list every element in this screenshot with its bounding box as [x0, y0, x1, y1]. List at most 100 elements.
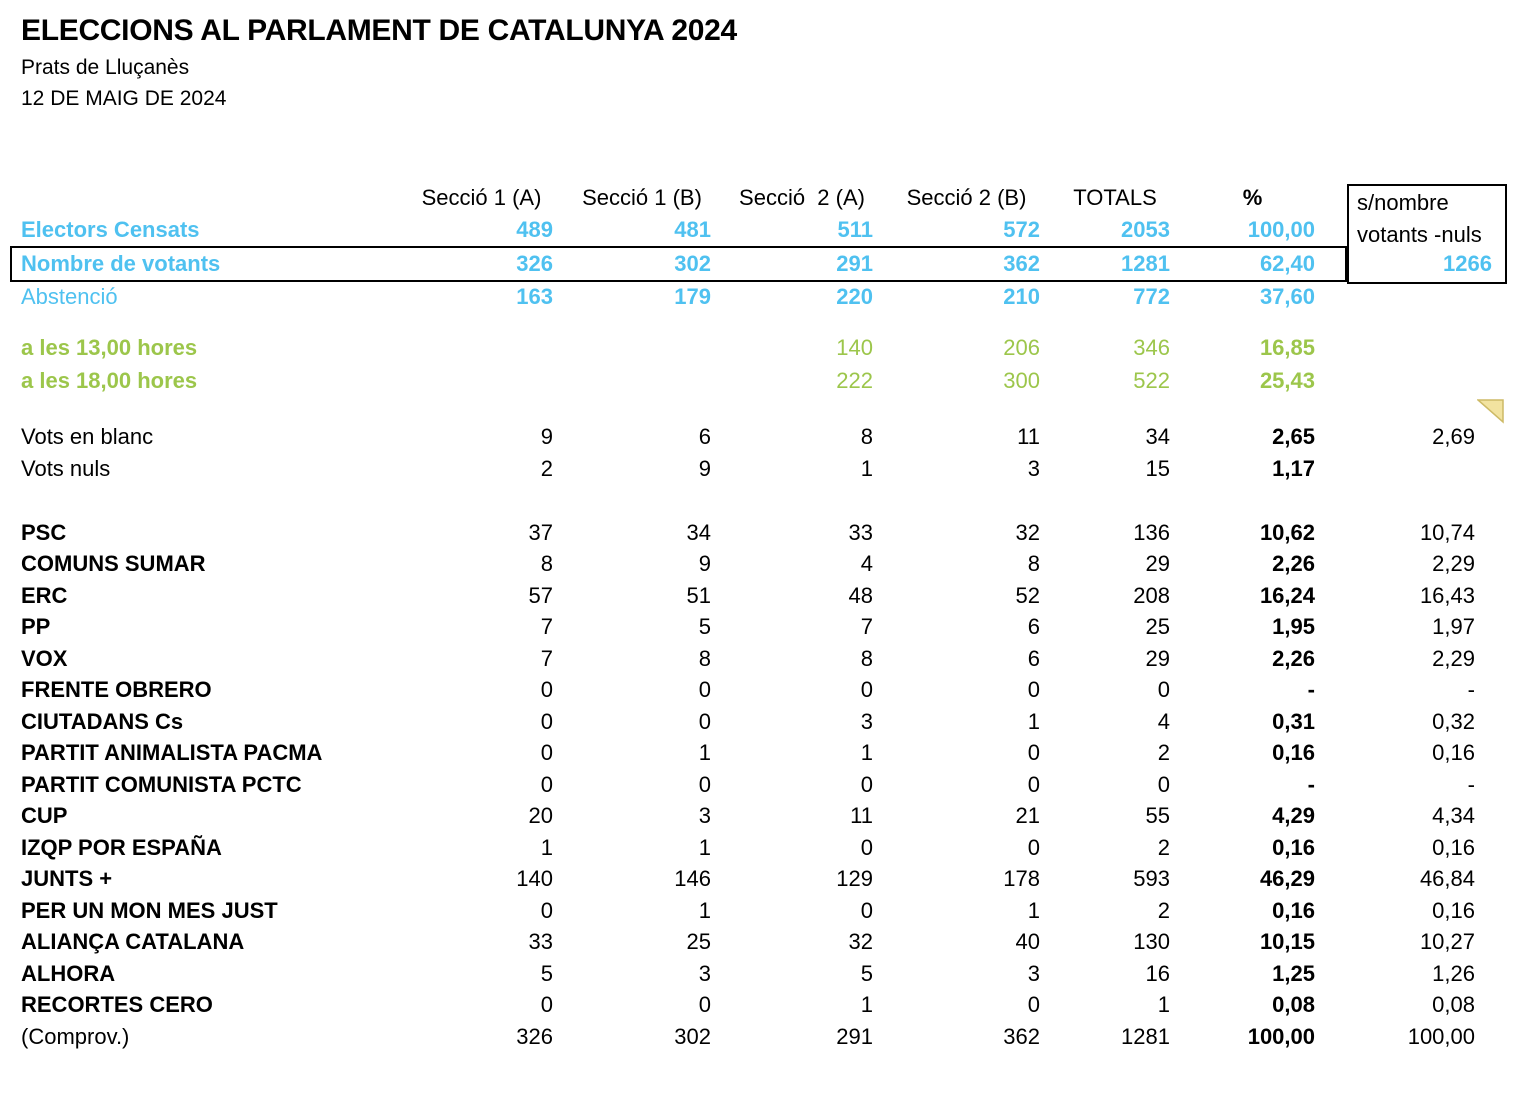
table-row: Nombre de votants 326 302 291 362 1281 62,40 12…	[20, 247, 1495, 281]
cell-percent: 1,17	[1272, 455, 1315, 481]
cell-seccio-2b: 52	[1015, 582, 1040, 608]
cell-seccio-2a: 4	[860, 551, 873, 576]
cell-s-nombre: 2,29	[1432, 551, 1475, 576]
cell-seccio-2a: 291	[836, 1023, 873, 1049]
cell-seccio-1b: 481	[674, 217, 711, 242]
table-body: Electors Censats 489 481 511 572 2053 100,00 No…	[20, 213, 1495, 1052]
column-header-seccio-2a: Secció 2 (A)	[739, 185, 865, 210]
row-label: PP	[21, 614, 51, 639]
cell-s-nombre: 100,00	[1407, 1023, 1475, 1049]
row-label: PER UN MON MES JUST	[21, 897, 278, 923]
table-row: PARTIT COMUNISTA PCTC 0 0 0 0 0 - -	[20, 769, 1495, 801]
cell-totals: 2	[1157, 897, 1170, 923]
table-row: IZQP POR ESPAÑA 1 1 0 0 2 0,16 0,16	[20, 832, 1495, 864]
cell-seccio-1b: 0	[698, 677, 711, 702]
cell-percent: 1,25	[1272, 960, 1315, 986]
cell-percent: 25,43	[1259, 367, 1315, 393]
cell-seccio-2a: 291	[836, 250, 873, 276]
cell-seccio-2a: 0	[860, 834, 873, 860]
cell-percent: 2,65	[1272, 423, 1315, 449]
cell-seccio-2a: 0	[860, 771, 873, 797]
snombre-header-line1: s/nombre	[1357, 190, 1449, 215]
cell-seccio-2b: 178	[1003, 866, 1040, 891]
cell-s-nombre: 46,84	[1419, 866, 1475, 891]
cell-totals: 593	[1133, 866, 1170, 891]
cell-seccio-2b: 6	[1027, 614, 1040, 639]
cell-totals: 1281	[1121, 1023, 1170, 1049]
cell-seccio-1b: 1	[698, 897, 711, 923]
cell-seccio-2b: 0	[1027, 677, 1040, 702]
column-header-label-spacer	[20, 183, 410, 213]
row-label: CUP	[21, 803, 68, 828]
snombre-votants-nuls-header-box: s/nombre votants -nuls	[1347, 184, 1507, 284]
row-label: CIUTADANS Cs	[21, 708, 184, 734]
table-row: ALHORA 5 3 5 3 16 1,25 1,26	[20, 958, 1495, 990]
snombre-header-line2: votants -nuls	[1357, 222, 1482, 247]
cell-seccio-1a: 37	[528, 519, 553, 545]
cell-totals: 4	[1157, 708, 1170, 734]
cell-s-nombre: 0,16	[1432, 897, 1475, 923]
cell-seccio-2b: 11	[1017, 423, 1040, 449]
cell-s-nombre	[1335, 364, 1495, 397]
cell-seccio-1b: 1	[698, 740, 711, 765]
cell-percent: 10,15	[1259, 929, 1315, 954]
table-row: FRENTE OBRERO 0 0 0 0 0 - -	[20, 674, 1495, 706]
column-header-seccio-1b: Secció 1 (B)	[582, 185, 702, 210]
cell-seccio-2a: 1	[860, 992, 873, 1017]
cell-seccio-2a: 3	[860, 708, 873, 734]
cell-seccio-2b: 210	[1003, 284, 1040, 309]
cell-percent: 0,16	[1272, 834, 1315, 860]
cell-seccio-1a: 0	[540, 897, 553, 923]
cell-seccio-1b: 0	[698, 992, 711, 1017]
row-label: ALHORA	[21, 960, 116, 986]
cell-seccio-1b: 8	[698, 645, 711, 671]
section-gap	[20, 314, 1495, 331]
cell-seccio-2b: 8	[1027, 551, 1040, 576]
cell-percent: 100,00	[1247, 217, 1315, 242]
cell-seccio-2a: 8	[860, 645, 873, 671]
cell-totals: 2	[1157, 740, 1170, 765]
cell-comment-marker-icon[interactable]	[1477, 399, 1504, 424]
cell-seccio-1a: 57	[528, 582, 553, 608]
cell-s-nombre: 4,34	[1432, 803, 1475, 828]
cell-totals: 55	[1145, 803, 1170, 828]
row-label: Vots en blanc	[21, 423, 154, 449]
cell-percent: 62,40	[1259, 250, 1315, 276]
cell-totals: 29	[1145, 645, 1170, 671]
cell-seccio-2b: 0	[1027, 834, 1040, 860]
table-row: a les 13,00 hores 140 206 346 16,85	[20, 331, 1495, 364]
cell-seccio-1a	[410, 331, 573, 364]
cell-totals: 34	[1145, 423, 1170, 449]
cell-seccio-2a: 7	[860, 614, 873, 639]
cell-seccio-2a: 5	[860, 960, 873, 986]
row-label: PARTIT ANIMALISTA PACMA	[21, 740, 323, 765]
row-label: ALIANÇA CATALANA	[21, 929, 245, 954]
cell-seccio-2b: 300	[1003, 367, 1040, 393]
cell-seccio-1a: 5	[540, 960, 553, 986]
row-label: RECORTES CERO	[21, 992, 213, 1017]
row-label: IZQP POR ESPAÑA	[21, 834, 222, 860]
cell-totals: 2	[1157, 834, 1170, 860]
cell-totals: 29	[1145, 551, 1170, 576]
table-row: a les 18,00 hores 222 300 522 25,43	[20, 364, 1495, 397]
cell-seccio-1b: 1	[698, 834, 711, 860]
table-row: PER UN MON MES JUST 0 1 0 1 2 0,16 0,16	[20, 895, 1495, 927]
table-row: CUP 20 3 11 21 55 4,29 4,34	[20, 800, 1495, 832]
column-header-percent: %	[1242, 185, 1263, 210]
row-label: VOX	[21, 645, 68, 671]
page-title: ELECCIONS AL PARLAMENT DE CATALUNYA 2024	[21, 14, 737, 47]
cell-totals: 25	[1145, 614, 1170, 639]
table-row: VOX 7 8 8 6 29 2,26 2,29	[20, 643, 1495, 675]
cell-percent: -	[1307, 771, 1315, 797]
cell-s-nombre: 0,08	[1432, 992, 1475, 1017]
cell-seccio-1a: 20	[528, 803, 553, 828]
cell-totals: 208	[1133, 582, 1170, 608]
cell-seccio-1b: 0	[698, 708, 711, 734]
cell-seccio-1b	[573, 331, 731, 364]
cell-seccio-1a: 8	[540, 551, 553, 576]
cell-seccio-2a: 222	[836, 367, 873, 393]
cell-s-nombre: 16,43	[1419, 582, 1475, 608]
table-row: COMUNS SUMAR 8 9 4 8 29 2,26 2,29	[20, 548, 1495, 580]
cell-seccio-1a: 326	[516, 1023, 553, 1049]
cell-percent: 16,85	[1259, 334, 1315, 360]
